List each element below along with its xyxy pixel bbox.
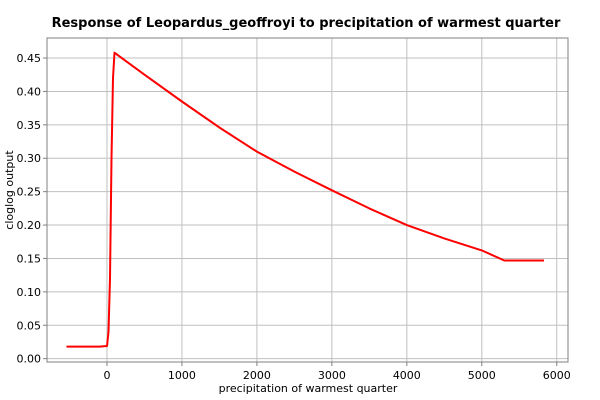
x-axis-label: precipitation of warmest quarter: [219, 382, 398, 395]
y-tick-label: 0.25: [17, 186, 42, 199]
x-tick-label: 3000: [318, 369, 346, 382]
y-tick-label: 0.30: [17, 152, 42, 165]
y-axis-label: cloglog output: [3, 150, 16, 230]
x-tick-label: 2000: [243, 369, 271, 382]
y-tick-label: 0.10: [17, 286, 42, 299]
x-tick-label: 5000: [468, 369, 496, 382]
y-tick-label: 0.20: [17, 219, 42, 232]
series-line-0: [66, 51, 544, 348]
y-tick-label: 0.05: [17, 319, 42, 332]
plot-area: [66, 51, 544, 348]
y-axis: 0.00 0.05 0.10 0.15 0.20 0.25 0.30 0.35 0.40 0.45: [17, 52, 47, 366]
x-axis: 0 1000 2000 3000 4000 5000 6000: [103, 362, 571, 382]
y-tick-label: 0.45: [17, 52, 42, 65]
y-tick-label: 0.15: [17, 252, 42, 265]
plot-frame: [46, 37, 569, 363]
y-tick-label: 0.00: [17, 353, 42, 366]
grid: [47, 38, 568, 362]
x-tick-label: 1000: [168, 369, 196, 382]
y-tick-label: 0.40: [17, 85, 42, 98]
x-tick-label: 0: [103, 369, 110, 382]
y-tick-label: 0.35: [17, 119, 42, 132]
x-tick-label: 6000: [543, 369, 571, 382]
chart-title: Response of Leopardus_geoffroyi to preci…: [52, 16, 561, 31]
x-tick-label: 4000: [393, 369, 421, 382]
